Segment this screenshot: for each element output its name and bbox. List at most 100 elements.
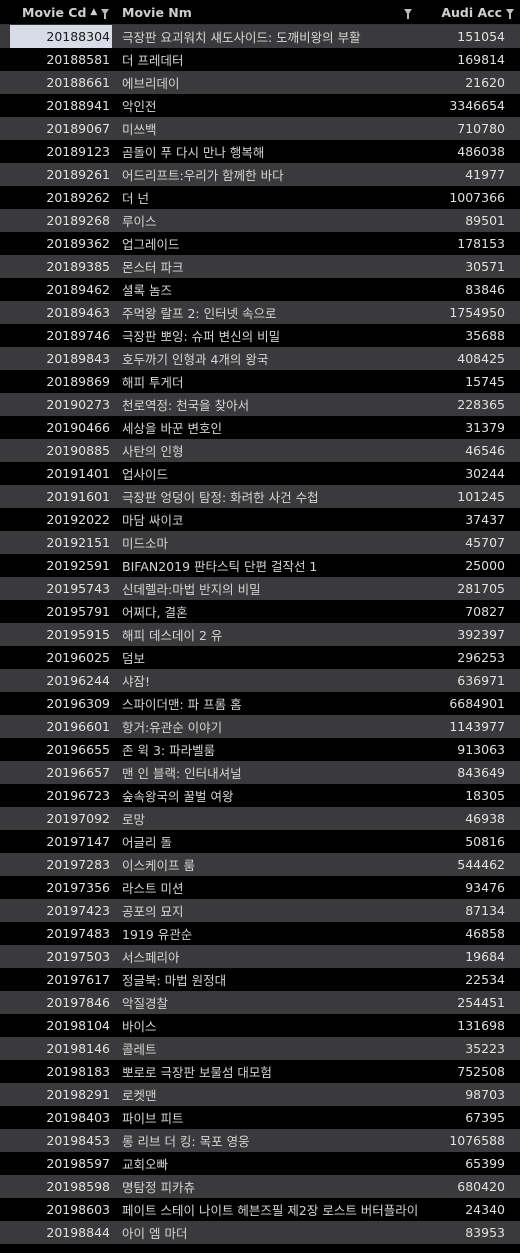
- cell-movie-cd[interactable]: 20197283: [46, 857, 110, 872]
- cell-audi-acc[interactable]: 37437: [465, 512, 505, 527]
- cell-audi-acc[interactable]: 843649: [457, 765, 505, 780]
- cell-movie-cd[interactable]: 20198598: [46, 1179, 110, 1194]
- table-row[interactable]: 20192022 마담 싸이코 37437: [0, 508, 520, 531]
- cell-audi-acc[interactable]: 296253: [457, 650, 505, 665]
- cell-movie-cd[interactable]: 20197503: [46, 949, 110, 964]
- cell-movie-nm[interactable]: 어쩌다, 결혼: [122, 605, 188, 620]
- cell-movie-nm[interactable]: BIFAN2019 판타스틱 단편 걸작선 1: [122, 559, 318, 574]
- cell-movie-cd[interactable]: 20189261: [46, 167, 110, 182]
- cell-movie-cd[interactable]: 20198291: [46, 1087, 110, 1102]
- cell-audi-acc[interactable]: 22534: [465, 972, 505, 987]
- cell-audi-acc[interactable]: 30244: [465, 466, 505, 481]
- cell-movie-nm[interactable]: 뽀로로 극장판 보물섬 대모험: [122, 1065, 272, 1080]
- cell-movie-nm[interactable]: 파이브 피트: [122, 1111, 184, 1126]
- cell-movie-cd[interactable]: 20196601: [46, 719, 110, 734]
- table-row[interactable]: 20196655 존 윅 3: 파라벨룸 913063: [0, 738, 520, 761]
- table-row[interactable]: 20198597 교회오빠 65399: [0, 1152, 520, 1175]
- cell-audi-acc[interactable]: 89501: [465, 213, 505, 228]
- table-row[interactable]: 20198104 바이스 131698: [0, 1014, 520, 1037]
- cell-movie-cd[interactable]: 20189268: [46, 213, 110, 228]
- cell-movie-nm[interactable]: 사탄의 인형: [122, 444, 184, 459]
- cell-audi-acc[interactable]: 93476: [465, 880, 505, 895]
- cell-movie-cd[interactable]: 20188304: [10, 25, 112, 48]
- cell-movie-nm[interactable]: 해피 투게더: [122, 375, 184, 390]
- cell-audi-acc[interactable]: 6684901: [449, 696, 505, 711]
- column-header-movie-nm[interactable]: Movie Nm: [112, 0, 418, 24]
- cell-movie-nm[interactable]: 호두까기 인형과 4개의 왕국: [122, 352, 269, 367]
- cell-movie-nm[interactable]: 미쓰백: [122, 122, 157, 137]
- cell-movie-cd[interactable]: 20197356: [46, 880, 110, 895]
- cell-movie-cd[interactable]: 20198183: [46, 1064, 110, 1079]
- table-row[interactable]: 20196723 숲속왕국의 꿀벌 여왕 18305: [0, 784, 520, 807]
- cell-movie-cd[interactable]: 20189746: [46, 328, 110, 343]
- cell-audi-acc[interactable]: 752508: [457, 1064, 505, 1079]
- cell-movie-nm[interactable]: 루이스: [122, 214, 157, 229]
- cell-movie-nm[interactable]: 로켓맨: [122, 1088, 157, 1103]
- table-row[interactable]: 20196657 맨 인 블랙: 인터내셔널 843649: [0, 761, 520, 784]
- cell-movie-nm[interactable]: 아이 엠 마더: [122, 1226, 188, 1241]
- cell-movie-cd[interactable]: 20189362: [46, 236, 110, 251]
- cell-movie-cd[interactable]: 20198597: [46, 1156, 110, 1171]
- cell-movie-cd[interactable]: 20198104: [46, 1018, 110, 1033]
- cell-movie-nm[interactable]: 어글리 돌: [122, 835, 172, 850]
- cell-movie-nm[interactable]: 극장판 엉덩이 탐정: 화려한 사건 수첩: [122, 490, 319, 505]
- table-row[interactable]: 20190885 사탄의 인형 46546: [0, 439, 520, 462]
- table-row[interactable]: 20188941 악인전 3346654: [0, 94, 520, 117]
- sort-ascending-icon[interactable]: ▲: [90, 7, 98, 17]
- cell-movie-cd[interactable]: 20189463: [46, 305, 110, 320]
- cell-audi-acc[interactable]: 41977: [465, 167, 505, 182]
- cell-movie-cd[interactable]: 20196723: [46, 788, 110, 803]
- table-row[interactable]: 20189462 셜록 놈즈 83846: [0, 278, 520, 301]
- cell-audi-acc[interactable]: 21620: [465, 75, 505, 90]
- table-row[interactable]: 20189123 곰돌이 푸 다시 만나 행복해 486038: [0, 140, 520, 163]
- table-row[interactable]: 20198403 파이브 피트 67395: [0, 1106, 520, 1129]
- cell-audi-acc[interactable]: 83846: [465, 282, 505, 297]
- cell-movie-cd[interactable]: 20195791: [46, 604, 110, 619]
- table-row[interactable]: 20197617 정글북: 마법 원정대 22534: [0, 968, 520, 991]
- cell-movie-nm[interactable]: 페이트 스테이 나이트 헤븐즈필 제2장 로스트 버터플라이: [122, 1203, 418, 1218]
- table-row[interactable]: 20189869 해피 투게더 15745: [0, 370, 520, 393]
- cell-movie-nm[interactable]: 마담 싸이코: [122, 513, 184, 528]
- cell-movie-nm[interactable]: 극장판 뽀잉: 슈퍼 변신의 비밀: [122, 329, 281, 344]
- cell-audi-acc[interactable]: 18305: [465, 788, 505, 803]
- cell-movie-nm[interactable]: 명탐정 피카츄: [122, 1180, 195, 1195]
- cell-audi-acc[interactable]: 24340: [465, 1202, 505, 1217]
- cell-audi-acc[interactable]: 151054: [457, 29, 505, 44]
- cell-movie-nm[interactable]: 바이스: [122, 1019, 157, 1034]
- cell-movie-nm[interactable]: 맨 인 블랙: 인터내셔널: [122, 766, 242, 781]
- cell-movie-cd[interactable]: 20189462: [46, 282, 110, 297]
- cell-movie-cd[interactable]: 20190273: [46, 397, 110, 412]
- cell-movie-cd[interactable]: 20197483: [46, 926, 110, 941]
- table-row[interactable]: 20192151 미드소마 45707: [0, 531, 520, 554]
- cell-movie-nm[interactable]: 스파이더맨: 파 프롬 홈: [122, 697, 242, 712]
- cell-audi-acc[interactable]: 680420: [457, 1179, 505, 1194]
- table-row[interactable]: 20190466 세상을 바꾼 변호인 31379: [0, 416, 520, 439]
- table-row[interactable]: 20188581 더 프레데터 169814: [0, 48, 520, 71]
- cell-movie-nm[interactable]: 라스트 미션: [122, 881, 184, 896]
- table-row[interactable]: 20189463 주먹왕 랄프 2: 인터넷 속으로 1754950: [0, 301, 520, 324]
- filter-icon[interactable]: [506, 9, 514, 19]
- cell-audi-acc[interactable]: 486038: [457, 144, 505, 159]
- table-row[interactable]: 20198598 명탐정 피카츄 680420: [0, 1175, 520, 1198]
- cell-movie-cd[interactable]: 20192151: [46, 535, 110, 550]
- cell-movie-nm[interactable]: 존 윅 3: 파라벨룸: [122, 743, 216, 758]
- cell-movie-nm[interactable]: 이스케이프 룸: [122, 858, 195, 873]
- table-row[interactable]: 20196025 덤보 296253: [0, 646, 520, 669]
- table-row[interactable]: 20197283 이스케이프 룸 544462: [0, 853, 520, 876]
- cell-movie-nm[interactable]: 교회오빠: [122, 1157, 169, 1172]
- cell-movie-cd[interactable]: 20197846: [46, 995, 110, 1010]
- cell-movie-cd[interactable]: 20195915: [46, 627, 110, 642]
- cell-audi-acc[interactable]: 70827: [465, 604, 505, 619]
- table-row[interactable]: 20189746 극장판 뽀잉: 슈퍼 변신의 비밀 35688: [0, 324, 520, 347]
- cell-movie-nm[interactable]: 항거:유관순 이야기: [122, 720, 223, 735]
- table-row[interactable]: 20198603 페이트 스테이 나이트 헤븐즈필 제2장 로스트 버터플라이 24…: [0, 1198, 520, 1221]
- cell-movie-cd[interactable]: 20191401: [46, 466, 110, 481]
- cell-movie-cd[interactable]: 20198844: [46, 1225, 110, 1240]
- cell-movie-nm[interactable]: 미드소마: [122, 536, 169, 551]
- cell-audi-acc[interactable]: 19684: [465, 949, 505, 964]
- cell-movie-cd[interactable]: 20191601: [46, 489, 110, 504]
- cell-movie-cd[interactable]: 20198146: [46, 1041, 110, 1056]
- cell-movie-cd[interactable]: 20189385: [46, 259, 110, 274]
- cell-movie-nm[interactable]: 에브리데이: [122, 76, 180, 91]
- cell-movie-nm[interactable]: 서스페리아: [122, 950, 180, 965]
